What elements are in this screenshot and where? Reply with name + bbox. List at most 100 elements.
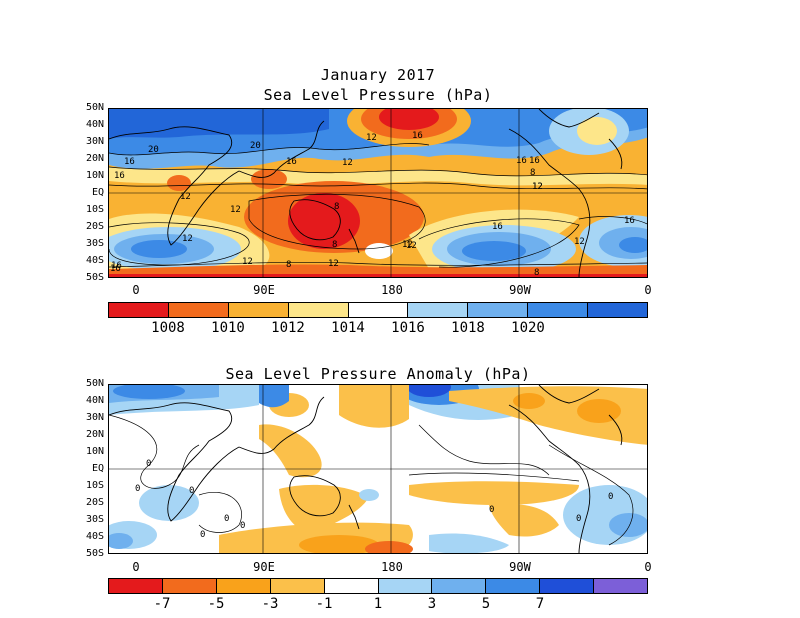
colorbar-swatch [432,579,487,593]
contour-label: 12 [532,182,543,192]
lon-label: 90E [253,560,275,574]
colorbar-swatch [168,303,229,317]
contour-label: 20 [148,145,159,155]
colorbar-swatch [324,579,379,593]
colorbar-swatch [594,579,648,593]
colorbar-swatch [216,579,271,593]
lon-label: 90E [253,283,275,297]
colorbar-swatch [468,303,529,317]
lon-label: 180 [381,560,403,574]
slp-map [108,108,648,278]
lat-label: 40S [85,255,104,266]
colorbar-swatch [162,579,217,593]
contour-label: 16 [492,222,503,232]
colorbar-label: 7 [535,596,545,612]
contour-label: 12 [242,257,253,267]
colorbar-swatch [486,579,541,593]
colorbar-swatch [109,579,163,593]
lat-label: 30N [85,136,104,147]
colorbar-label: 1018 [451,320,485,336]
lat-label: 10S [85,480,104,491]
colorbar-label: 5 [481,596,491,612]
colorbar-swatch [540,579,595,593]
colorbar-label: 1 [373,596,383,612]
colorbar-swatch [408,303,469,317]
lat-label: 10N [85,446,104,457]
lon-label: 0 [132,283,140,297]
lat-label: 10S [85,204,104,215]
contour-label: 16 [110,264,121,274]
colorbar-swatch [288,303,349,317]
contour-label: 0 [224,514,230,524]
contour-label: 20 [250,141,261,151]
colorbar-swatch [348,303,409,317]
contour-label: 0 [489,505,495,515]
lon-label: 180 [381,283,403,297]
colorbar-label: 1014 [331,320,365,336]
lat-label: 40S [85,531,104,542]
colorbar-swatch [228,303,289,317]
colorbar-label: 1016 [391,320,425,336]
colorbar-label: 3 [427,596,437,612]
slp-colorbar [108,302,648,318]
contour-label: 12 [402,240,413,250]
contour-label: 0 [576,514,582,524]
chart-date: January 2017 [320,66,436,84]
lon-label: 0 [644,283,652,297]
lat-label: 10N [85,170,104,181]
lat-label: 20S [85,221,104,232]
colorbar-label: -3 [261,596,279,612]
contour-label: 16 [624,216,635,226]
contour-label: 12 [574,237,585,247]
colorbar-swatch [588,303,648,317]
anomaly-map [108,384,648,554]
lat-label: 50S [85,548,104,559]
contour-label: 0 [135,484,141,494]
contour-label: 8 [530,168,536,178]
lat-label: 40N [85,395,104,406]
lat-label: 20N [85,153,104,164]
contour-label: 12 [328,259,339,269]
contour-label: 12 [342,158,353,168]
contour-label: 16 [114,171,125,181]
colorbar-label: 1020 [511,320,545,336]
contour-label: 16 [124,157,135,167]
contour-label: 12 [366,133,377,143]
contour-label: 12 [532,182,543,192]
contour-label: 16 [516,156,527,166]
lat-label: EQ [91,187,104,198]
lat-label: 40N [85,119,104,130]
contour-label: 12 [230,205,241,215]
lon-label: 90W [509,560,531,574]
contour-label: 16 [412,131,423,141]
slp-map-svg [109,109,647,277]
colorbar-swatch [378,579,433,593]
lat-label: 30N [85,412,104,423]
lat-label: 20N [85,429,104,440]
contour-label: 8 [334,202,340,212]
contour-label: 8 [332,240,338,250]
contour-label: 0 [146,459,152,469]
anomaly-map-svg [109,385,647,553]
lat-label: 30S [85,238,104,249]
lat-label: 30S [85,514,104,525]
colorbar-label: 1012 [271,320,305,336]
colorbar-swatch [109,303,169,317]
contour-label: 8 [286,260,292,270]
lat-label: 50N [85,378,104,389]
lon-label: 0 [132,560,140,574]
contour-label: 0 [608,492,614,502]
contour-label: 16 [111,261,122,271]
colorbar-label: 1008 [151,320,185,336]
contour-label: 0 [240,521,246,531]
colorbar-swatch [528,303,589,317]
contour-label: 0 [189,486,195,496]
lon-label: 90W [509,283,531,297]
contour-label: 16 [286,157,297,167]
contour-label: 12 [182,234,193,244]
contour-label: 12 [180,192,191,202]
lat-label: 50N [85,102,104,113]
lat-label: 20S [85,497,104,508]
chart-title-slp: Sea Level Pressure (hPa) [263,86,493,104]
colorbar-label: 1010 [211,320,245,336]
